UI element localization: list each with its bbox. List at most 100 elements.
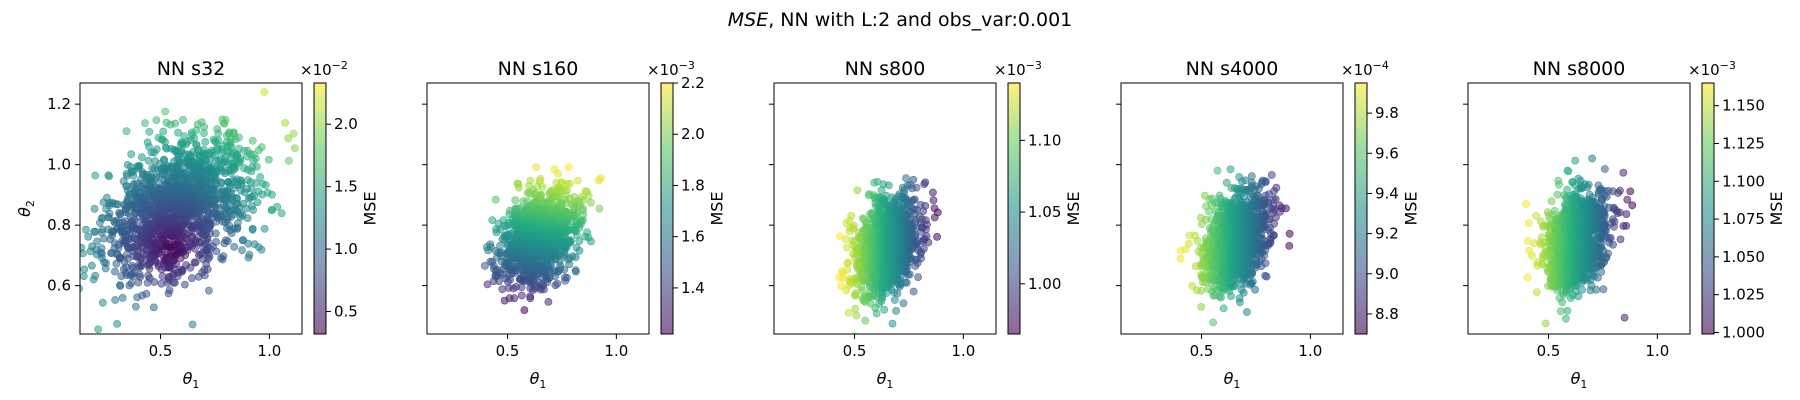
scatter-point bbox=[244, 239, 253, 248]
x-tick-label: 0.5 bbox=[843, 342, 867, 360]
scatter-point bbox=[211, 229, 220, 238]
x-tick-label: 1.0 bbox=[257, 342, 281, 360]
scatter-point bbox=[565, 236, 574, 244]
scatter-point bbox=[161, 107, 170, 116]
colorbar-exponent: ×10−4 bbox=[1341, 59, 1389, 79]
scatter-point bbox=[1626, 187, 1635, 196]
scatter-point bbox=[102, 204, 110, 213]
scatter-point bbox=[90, 204, 99, 213]
x-tick-label: 0.5 bbox=[149, 342, 173, 360]
scatter-point bbox=[1191, 262, 1200, 271]
colorbar-exponent: ×10−3 bbox=[647, 59, 695, 79]
scatter-point bbox=[200, 271, 209, 280]
scatter-point bbox=[248, 136, 257, 145]
scatter-point bbox=[238, 246, 246, 254]
scatter-point bbox=[174, 128, 182, 137]
scatter-point bbox=[134, 278, 143, 287]
scatter-point bbox=[112, 259, 121, 268]
scatter-point bbox=[199, 145, 208, 154]
scatter-point bbox=[1213, 166, 1222, 175]
scatter-point bbox=[80, 272, 88, 280]
x-axis-label: θ1 bbox=[183, 369, 200, 391]
scatter-point bbox=[80, 284, 83, 293]
scatter-point bbox=[273, 202, 282, 211]
scatter-point bbox=[191, 258, 200, 267]
scatter-point bbox=[1243, 308, 1251, 316]
scatter-point bbox=[145, 127, 154, 136]
scatter-point bbox=[123, 250, 131, 259]
scatter-point bbox=[162, 118, 171, 127]
scatter-point bbox=[1267, 171, 1276, 179]
scatter-point bbox=[853, 186, 862, 195]
colorbar-tick-label: 1.5 bbox=[334, 178, 358, 196]
scatter-point bbox=[187, 274, 196, 283]
x-tick-label: 0.5 bbox=[1190, 342, 1214, 360]
scatter-point bbox=[865, 191, 873, 200]
scatter-point bbox=[284, 134, 293, 143]
colorbar-tick-label: 1.8 bbox=[681, 176, 705, 194]
scatter-point bbox=[117, 272, 126, 280]
scatter-point bbox=[851, 304, 860, 313]
scatter-point bbox=[96, 218, 104, 227]
scatter-point bbox=[880, 305, 889, 314]
colorbar-gradient bbox=[313, 82, 327, 335]
scatter-point bbox=[212, 237, 220, 246]
scatter-point bbox=[544, 297, 553, 306]
colorbar-tick-label: 2.0 bbox=[681, 125, 705, 143]
scatter-point bbox=[186, 263, 195, 272]
scatter-point bbox=[159, 155, 168, 164]
x-tick-label: 1.0 bbox=[1298, 342, 1322, 360]
scatter-point bbox=[170, 278, 179, 287]
colorbar-tick-label: 2.0 bbox=[334, 115, 358, 133]
colorbar-exponent: ×10−3 bbox=[994, 59, 1042, 79]
scatter-point bbox=[144, 156, 153, 165]
scatter-point bbox=[145, 264, 154, 273]
scatter-point bbox=[111, 267, 119, 276]
scatter-point bbox=[930, 213, 939, 222]
scatter-point bbox=[1222, 178, 1231, 187]
colorbar-tick-label: 9.6 bbox=[1375, 144, 1399, 162]
scatter-point bbox=[550, 165, 559, 174]
scatter-point bbox=[480, 261, 489, 270]
scatter-point bbox=[1247, 172, 1256, 181]
scatter-point bbox=[532, 163, 540, 171]
y-tick-label: 1.0 bbox=[47, 156, 71, 174]
scatter-point bbox=[1205, 224, 1214, 232]
scatter-point bbox=[277, 209, 286, 218]
x-axis-label: θ1 bbox=[530, 369, 547, 391]
scatter-point bbox=[93, 237, 101, 246]
scatter-point bbox=[888, 319, 897, 328]
axes-frame bbox=[773, 82, 997, 335]
colorbar-gradient bbox=[1354, 82, 1368, 335]
scatter-point bbox=[566, 179, 574, 188]
scatter-point bbox=[150, 278, 159, 286]
scatter-point bbox=[219, 252, 228, 260]
scatter-point bbox=[1209, 318, 1217, 327]
colorbar-tick-label: 1.05 bbox=[1028, 203, 1061, 221]
scatter-point bbox=[180, 280, 189, 289]
scatter-point bbox=[223, 237, 232, 246]
scatter-point bbox=[137, 153, 146, 162]
colorbar-tick-label: 0.5 bbox=[334, 303, 358, 321]
scatter-point bbox=[289, 129, 298, 138]
scatter-point bbox=[595, 204, 604, 213]
colorbar-tick-label: 1.6 bbox=[681, 228, 705, 246]
scatter-point bbox=[1197, 270, 1206, 279]
scatter-point bbox=[143, 278, 152, 287]
scatter-point bbox=[1200, 191, 1209, 200]
scatter-point bbox=[842, 286, 850, 295]
scatter-point bbox=[852, 311, 861, 320]
scatter-point bbox=[890, 296, 899, 304]
y-axis-label: θ2 bbox=[15, 200, 37, 217]
colorbar-tick-label: 1.0 bbox=[334, 240, 358, 258]
scatter-point bbox=[1588, 154, 1596, 163]
scatter-point bbox=[256, 173, 265, 181]
scatter-point bbox=[243, 214, 252, 222]
scatter-point bbox=[1594, 181, 1603, 190]
scatter-point bbox=[80, 265, 89, 274]
colorbar-gradient bbox=[1007, 82, 1021, 335]
scatter-point bbox=[143, 138, 152, 147]
